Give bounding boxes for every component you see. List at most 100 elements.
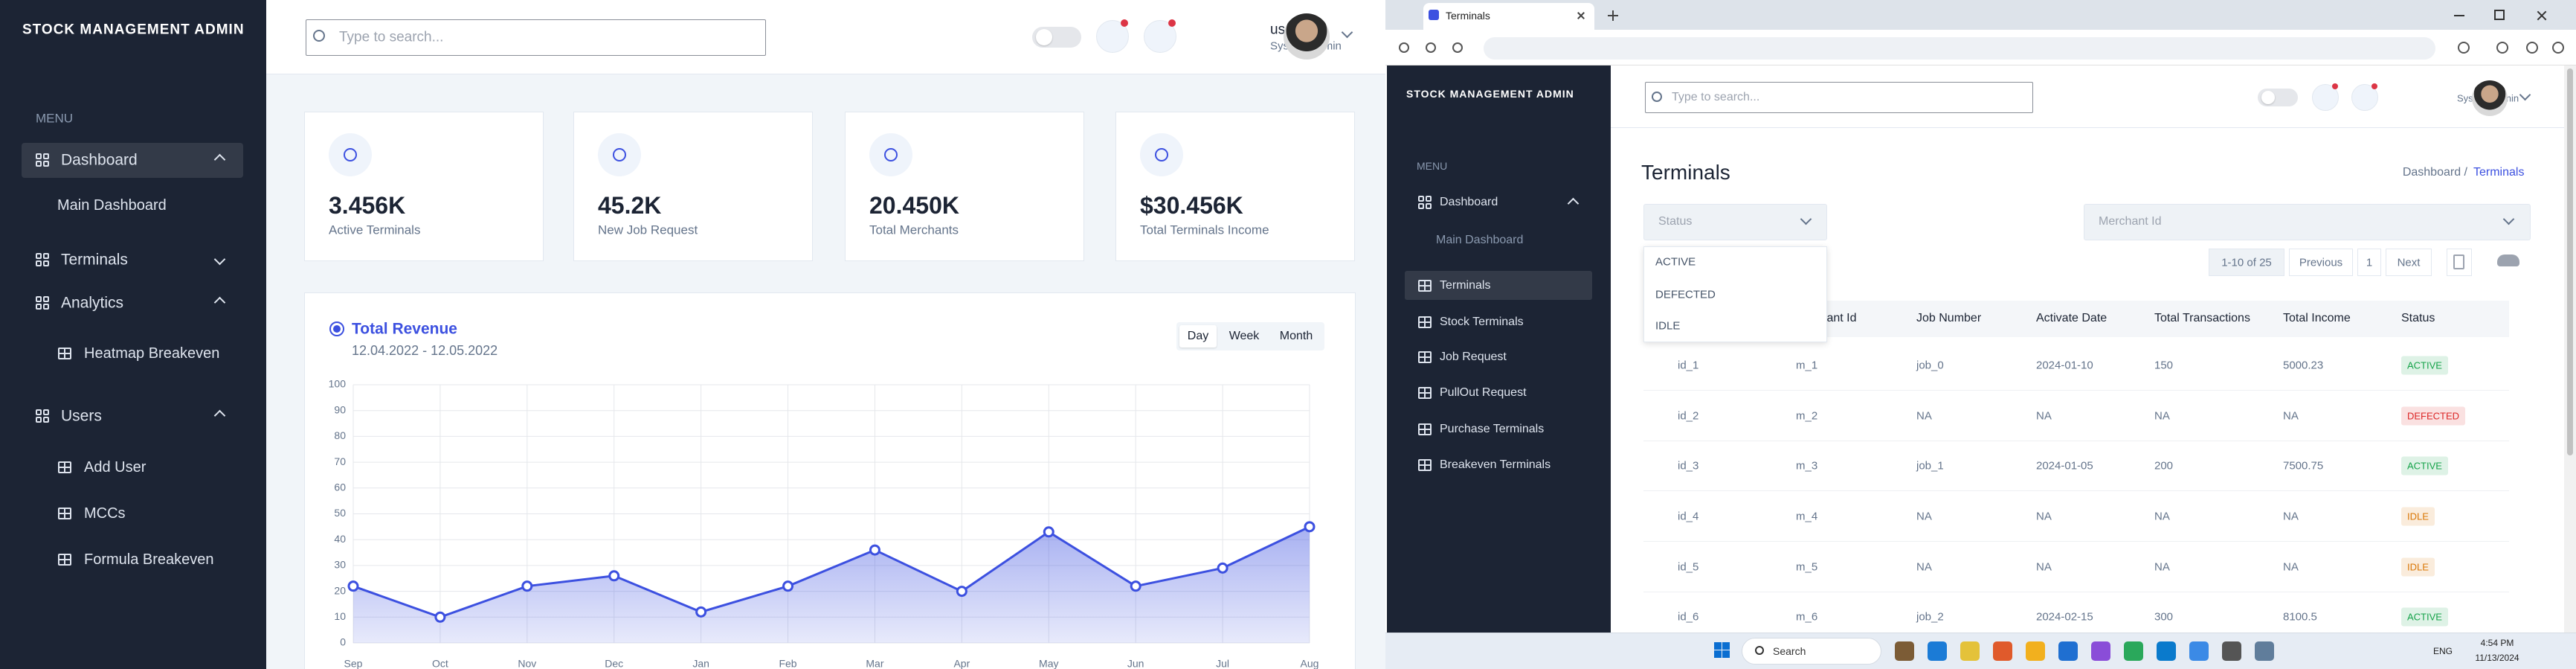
taskbar-app[interactable] [2255,641,2274,661]
message-dot [1168,19,1176,27]
pagination-next[interactable] [2386,249,2432,276]
nav-button[interactable] [1452,42,1463,53]
dropdown-option[interactable]: DEFECTED [1655,288,1716,301]
nav-item[interactable]: Terminals [61,251,128,269]
period-button[interactable] [1179,325,1217,348]
nav-item[interactable]: PullOut Request [1440,386,1527,399]
nav-subitem[interactable]: Formula Breakeven [84,551,214,568]
y-tick-label: 30 [334,559,346,571]
grid-icon [43,417,49,423]
table-icon [1418,459,1432,471]
export-button[interactable] [2447,249,2472,276]
pagination-page-text[interactable]: 1 [2366,256,2373,269]
taskbar-app[interactable] [2189,641,2209,661]
grid-icon [43,161,49,167]
nav-item[interactable]: Users [61,407,102,425]
column-header: Job Number [1916,312,1982,324]
avatar[interactable] [2472,80,2508,116]
brand: STOCK MANAGEMENT ADMIN [22,22,245,38]
taskbar-app[interactable] [1928,641,1947,661]
table-cell: NA [2283,510,2299,523]
y-tick-label: 90 [334,403,346,415]
nav-button[interactable] [1399,42,1409,53]
tab[interactable] [1423,3,1594,30]
nav-subitem[interactable]: Main Dashboard [1436,234,1524,246]
taskbar-search[interactable] [1742,638,1881,665]
nav-active [22,143,243,178]
dropdown-option[interactable]: IDLE [1655,319,1681,333]
y-tick-label: 50 [334,507,346,519]
scrollbar-thumb [2567,68,2573,455]
point [434,611,446,623]
period-label[interactable]: Week [1229,330,1260,342]
pagination-prev[interactable] [2289,249,2353,276]
table-cell: m_5 [1796,560,1818,574]
toolbar-icon[interactable] [2552,42,2564,54]
grid-icon [43,260,49,266]
x-tick-label: Aug [1301,658,1319,669]
avatar[interactable] [1284,13,1330,60]
nav-item[interactable]: Terminals [1440,279,1491,292]
pagination-page[interactable] [2357,249,2381,276]
taskbar-app[interactable] [2091,641,2110,661]
breadcrumb[interactable]: Dashboard / [2402,166,2467,179]
table-cell: id_3 [1678,459,1699,473]
grid-icon [43,304,49,310]
nav-button[interactable] [1426,42,1436,53]
nav-subitem[interactable]: Main Dashboard [57,197,167,214]
taskbar-app[interactable] [2026,641,2045,661]
nav-subitem[interactable]: Add User [84,459,146,476]
nav-subitem[interactable]: Heatmap Breakeven [84,345,220,362]
taskbar-app[interactable] [2058,641,2078,661]
y-tick-label: 70 [334,455,346,467]
nav-item[interactable]: Purchase Terminals [1440,423,1545,435]
nav-item[interactable]: Dashboard [61,151,138,169]
toolbar-icon[interactable] [2458,42,2470,54]
table-icon [1418,387,1432,399]
table-cell: job_2 [1916,610,1944,624]
taskbar-app[interactable] [2222,641,2241,661]
nav-item[interactable]: Breakeven Terminals [1440,458,1551,471]
table-cell: NA [1916,409,1932,423]
nav-item[interactable]: Analytics [61,294,124,312]
taskbar-app[interactable] [1895,641,1914,661]
legend-radio [329,321,344,336]
card-value: 20.450K [869,192,959,219]
status-filter[interactable] [1643,204,1827,240]
period-label[interactable]: Day [1187,330,1209,342]
table-cell: m_6 [1796,610,1818,624]
period-label[interactable]: Month [1279,330,1313,342]
merchant-filter[interactable] [2084,204,2531,240]
taskbar-app[interactable] [2157,641,2176,661]
table-icon [1418,423,1432,435]
toolbar-icon[interactable] [2526,42,2538,54]
table-cell: NA [2036,510,2052,523]
dropdown-option[interactable]: ACTIVE [1655,255,1696,269]
search-box[interactable] [306,19,766,56]
status-badge: DEFECTED [2401,406,2466,426]
card-icon-glyph [613,148,626,161]
taskbar-app[interactable] [2124,641,2143,661]
search-box[interactable] [1645,82,2033,113]
x-tick-label: Sep [344,658,363,669]
table-cell: 2024-01-05 [2036,459,2093,473]
taskbar-app[interactable] [1960,641,1980,661]
windows-logo[interactable] [1714,642,1722,650]
table-cell: id_5 [1678,560,1699,574]
nav-subitem[interactable]: MCCs [84,505,126,522]
message-button[interactable] [1144,20,1176,53]
pagination-prev-text[interactable]: Previous [2299,256,2343,269]
pagination-next-text[interactable]: Next [2397,256,2421,269]
status-badge: ACTIVE [2401,456,2448,476]
notification-dot [1121,19,1128,27]
grid-icon [36,253,42,259]
url-field[interactable] [1484,37,2435,60]
card-value: 45.2K [598,192,662,219]
toolbar-icon[interactable] [2496,42,2508,54]
nav-item[interactable]: Job Request [1440,350,1507,363]
nav-item[interactable]: Dashboard [1440,196,1498,208]
taskbar-search-text[interactable]: Search [1773,645,1806,657]
grid-icon [43,153,49,159]
taskbar-app[interactable] [1993,641,2012,661]
nav-item[interactable]: Stock Terminals [1440,316,1524,328]
